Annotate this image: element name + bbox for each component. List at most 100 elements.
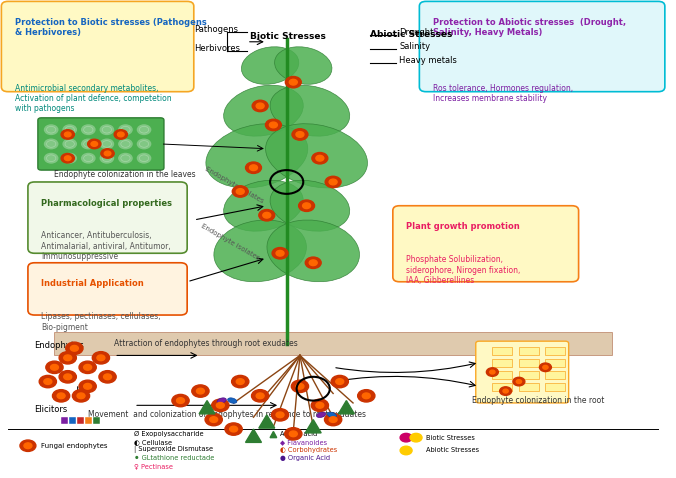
Circle shape (489, 370, 495, 374)
Circle shape (272, 248, 288, 259)
Circle shape (205, 413, 222, 426)
Text: Biotic Stresses: Biotic Stresses (426, 435, 475, 441)
Text: Fungal endophytes: Fungal endophytes (41, 443, 107, 449)
Circle shape (256, 393, 264, 399)
Bar (492, 382, 512, 391)
Circle shape (57, 393, 65, 399)
Circle shape (329, 417, 337, 423)
Circle shape (79, 361, 96, 373)
Circle shape (64, 132, 71, 137)
Ellipse shape (266, 124, 368, 188)
Circle shape (272, 409, 289, 421)
Text: ● Organic Acid: ● Organic Acid (280, 455, 330, 461)
Circle shape (39, 375, 57, 388)
FancyBboxPatch shape (28, 182, 187, 253)
Circle shape (299, 200, 314, 211)
Circle shape (324, 413, 342, 426)
Circle shape (20, 440, 36, 451)
Circle shape (137, 139, 151, 149)
Circle shape (289, 79, 297, 85)
Bar (85, 417, 92, 424)
Text: ⚫ GLtathione reductade: ⚫ GLtathione reductade (134, 455, 214, 461)
Text: Ros tolerance, Hormones regulation,
Increases membrane stability: Ros tolerance, Hormones regulation, Incr… (433, 84, 573, 103)
FancyBboxPatch shape (28, 263, 187, 315)
Ellipse shape (274, 47, 332, 84)
Circle shape (276, 250, 284, 256)
Ellipse shape (327, 412, 337, 418)
Circle shape (331, 375, 348, 388)
Text: Pharmacological properties: Pharmacological properties (41, 198, 172, 207)
Ellipse shape (224, 85, 304, 136)
Text: Drought: Drought (400, 28, 434, 37)
Circle shape (119, 125, 132, 134)
Text: Anticancer, Antituberculosis,
Antimalarial, antiviral, Antitumor,
immunosuppress: Anticancer, Antituberculosis, Antimalari… (41, 231, 171, 261)
Circle shape (119, 139, 132, 149)
Circle shape (316, 155, 324, 161)
Circle shape (358, 390, 375, 402)
Bar (546, 347, 565, 356)
Text: Lipases, pectinases, cellulases,
Bio-pigment: Lipases, pectinases, cellulases, Bio-pig… (41, 312, 161, 332)
Circle shape (176, 398, 185, 403)
Polygon shape (306, 420, 321, 433)
Circle shape (46, 361, 63, 373)
Bar (492, 359, 512, 367)
Text: Industrial Application: Industrial Application (41, 280, 144, 288)
Circle shape (88, 139, 101, 149)
Text: Plant growth promotion: Plant growth promotion (406, 222, 520, 231)
Circle shape (84, 383, 92, 389)
Circle shape (93, 352, 110, 364)
Circle shape (291, 380, 308, 392)
Circle shape (232, 375, 249, 388)
Circle shape (362, 393, 370, 399)
Circle shape (82, 139, 95, 149)
Bar (546, 370, 565, 379)
Circle shape (539, 363, 552, 371)
Circle shape (192, 385, 209, 397)
Circle shape (276, 412, 284, 418)
Text: Protection to Biotic stresses (Pathogens
& Herbivores): Protection to Biotic stresses (Pathogens… (15, 18, 206, 37)
Circle shape (61, 153, 74, 163)
Text: ◐ Cellulase: ◐ Cellulase (134, 439, 172, 445)
Circle shape (97, 355, 105, 361)
Circle shape (82, 125, 95, 134)
Circle shape (270, 122, 277, 128)
FancyBboxPatch shape (1, 1, 194, 92)
Circle shape (53, 390, 70, 402)
Circle shape (251, 390, 269, 402)
Text: Endophyte isolates: Endophyte isolates (203, 166, 264, 205)
Text: Antimicrobial secondary metabolites,
Activation of plant defence, competetion
wi: Antimicrobial secondary metabolites, Act… (15, 84, 171, 113)
Bar (93, 417, 99, 424)
Circle shape (59, 352, 76, 364)
Circle shape (486, 368, 498, 376)
Circle shape (256, 103, 264, 109)
Circle shape (500, 387, 512, 395)
Circle shape (114, 130, 128, 139)
Text: ◐ Corbohydrates: ◐ Corbohydrates (280, 447, 337, 453)
Ellipse shape (214, 220, 306, 282)
Circle shape (210, 417, 218, 423)
Circle shape (230, 426, 237, 432)
Ellipse shape (228, 398, 237, 403)
Circle shape (63, 153, 76, 163)
Bar (546, 382, 565, 391)
Circle shape (118, 132, 124, 137)
Bar (519, 370, 539, 379)
Circle shape (325, 176, 341, 188)
Circle shape (103, 374, 112, 380)
Circle shape (59, 370, 76, 383)
Circle shape (212, 399, 229, 412)
Circle shape (72, 390, 90, 402)
Polygon shape (245, 429, 262, 443)
Circle shape (45, 125, 57, 134)
Circle shape (100, 153, 114, 163)
Circle shape (292, 129, 308, 140)
Text: Endophyte colonization in the leaves: Endophyte colonization in the leaves (55, 170, 196, 179)
Polygon shape (270, 432, 276, 438)
Text: Endophyte isolates: Endophyte isolates (200, 223, 261, 261)
Circle shape (252, 100, 268, 112)
Text: Pathogens: Pathogens (194, 25, 238, 34)
Circle shape (236, 379, 244, 384)
Bar (519, 359, 539, 367)
Circle shape (64, 355, 72, 361)
Circle shape (77, 393, 85, 399)
